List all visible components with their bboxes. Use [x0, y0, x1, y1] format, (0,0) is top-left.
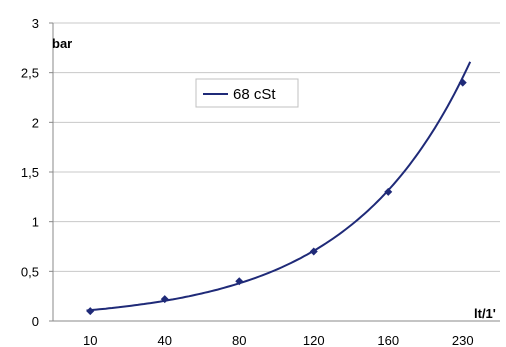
trendline-layer: [86, 61, 472, 312]
x-tick-label: 160: [377, 333, 399, 347]
data-point: [309, 247, 318, 256]
y-tick-label: 0: [32, 314, 39, 329]
axes: [49, 22, 500, 322]
x-tick-label: 230: [452, 333, 474, 347]
y-tick-label: 1: [32, 215, 39, 230]
data-point: [160, 295, 169, 304]
x-tick-label: 40: [158, 333, 172, 347]
data-point: [384, 187, 393, 196]
legend: 68 cSt: [195, 78, 299, 108]
y-tick-label: 2: [32, 115, 39, 130]
tick-labels: 0 0,5 1 1,5 2 2,5 3 10 40 80 120 160 230: [21, 16, 474, 347]
grid-lines: [53, 22, 500, 272]
data-point: [458, 78, 467, 87]
data-point: [235, 277, 244, 286]
x-tick-label: 80: [232, 333, 246, 347]
y-tick-label: 0,5: [21, 264, 39, 279]
data-point: [86, 307, 95, 316]
trendline: [86, 61, 472, 312]
y-tick-label: 2,5: [21, 66, 39, 81]
x-axis-title: lt/1': [474, 306, 496, 321]
y-tick-label: 1,5: [21, 165, 39, 180]
y-tick-label: 3: [32, 16, 39, 31]
y-axis-title: bar: [52, 36, 72, 51]
legend-label: 68 cSt: [233, 86, 276, 103]
data-points: [86, 78, 467, 316]
x-tick-label: 120: [303, 333, 325, 347]
x-tick-label: 10: [83, 333, 97, 347]
